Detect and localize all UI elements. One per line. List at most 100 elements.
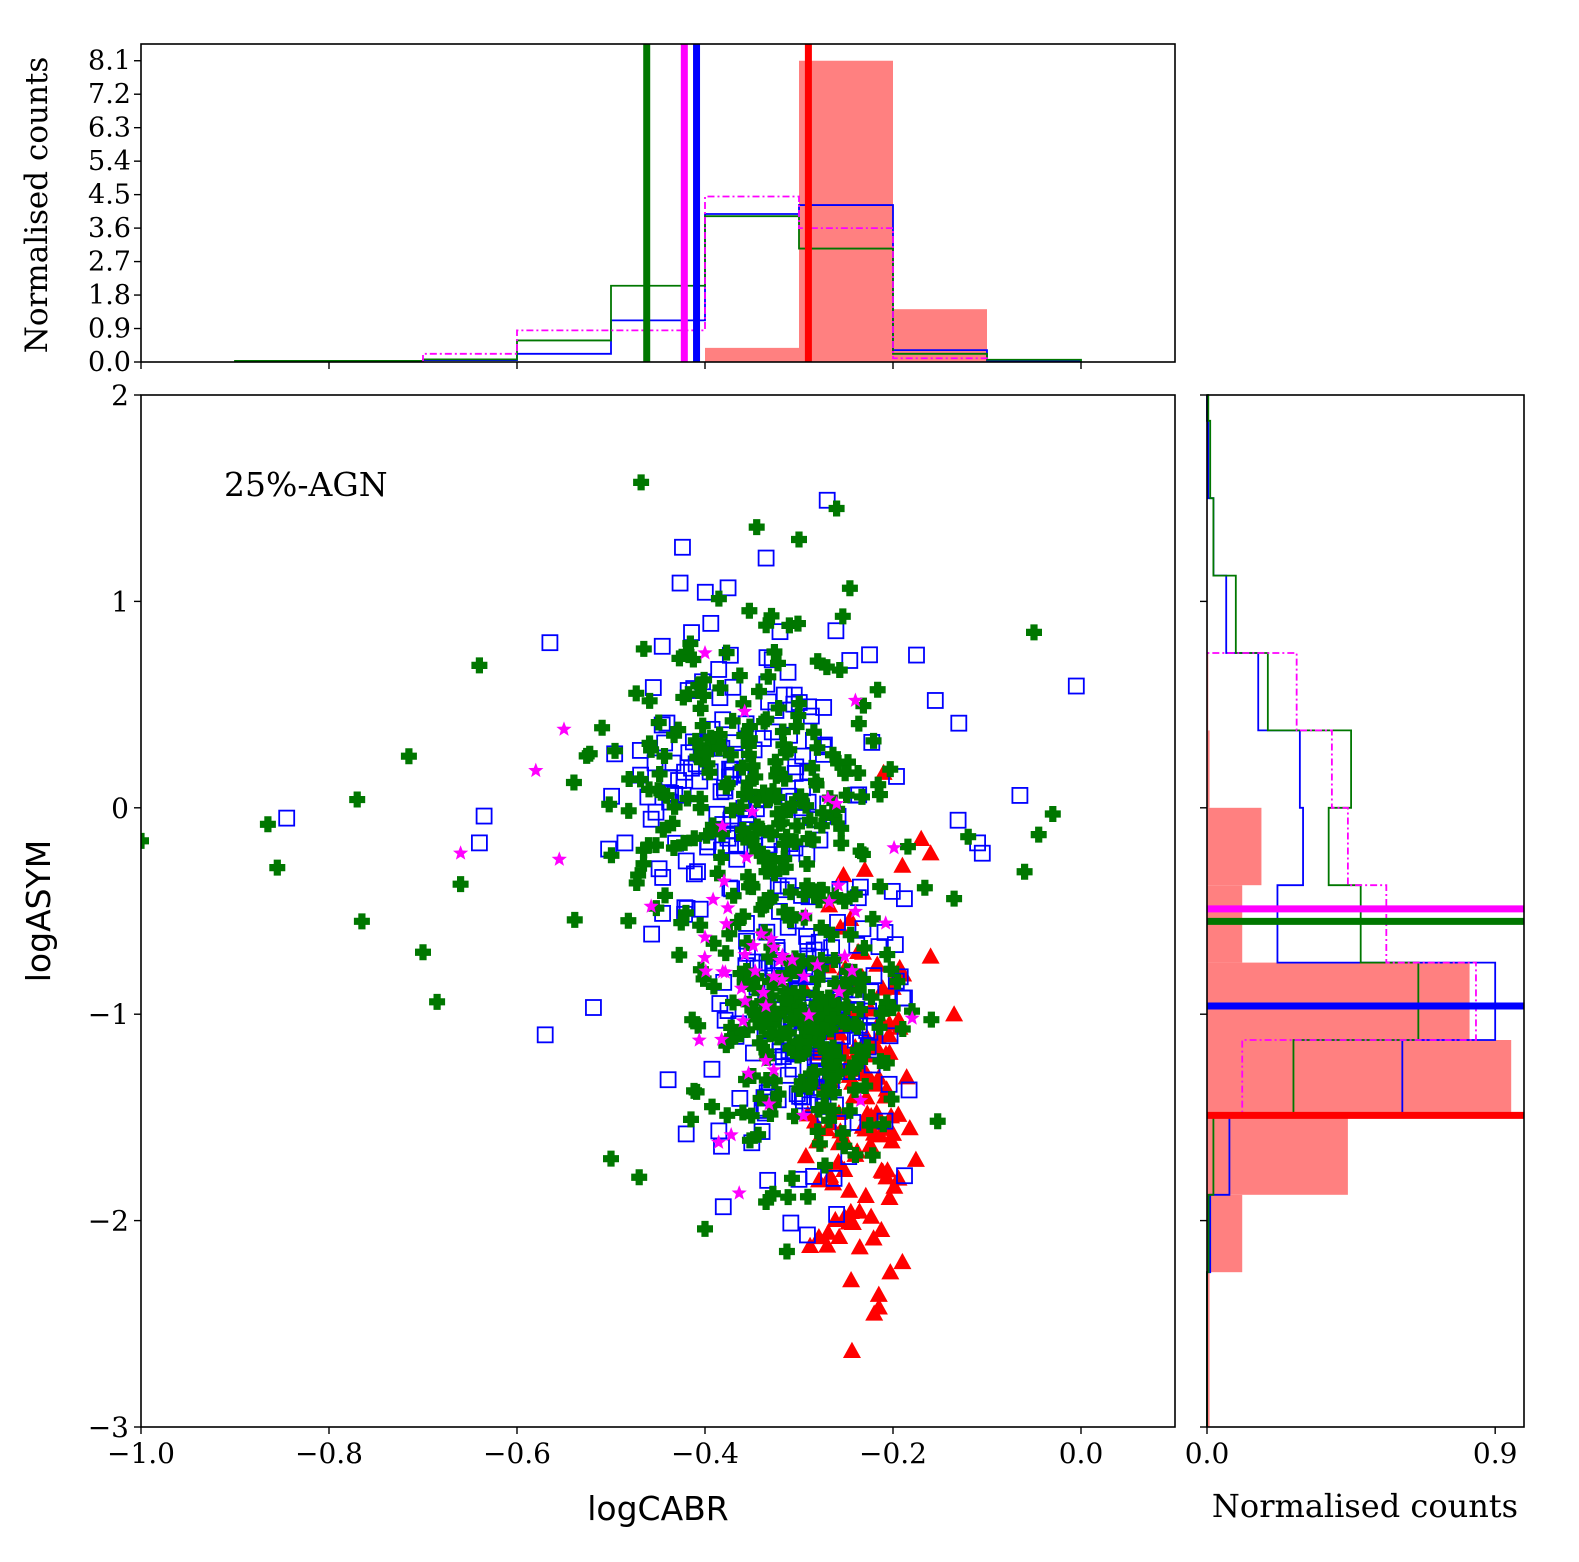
red-triangle-point xyxy=(900,1119,919,1136)
green-cross-point xyxy=(705,935,722,952)
green-cross-point xyxy=(709,865,726,882)
green-cross-point xyxy=(852,1001,869,1018)
green-cross-point xyxy=(808,986,825,1003)
magenta-star-point xyxy=(720,899,736,915)
green-cross-point xyxy=(799,856,816,873)
magenta-star-point xyxy=(697,949,713,965)
green-cross-point xyxy=(656,748,673,765)
magenta-star-point xyxy=(852,1092,869,1108)
green-cross-point xyxy=(817,1157,834,1174)
blue-square-point xyxy=(710,661,728,678)
green-cross-point xyxy=(789,817,806,834)
blue-square-point xyxy=(659,1071,677,1089)
red-triangle-point xyxy=(819,1223,838,1240)
green-cross-point xyxy=(744,757,761,774)
green-cross-point xyxy=(821,1047,838,1064)
top-ytick-label: 6.3 xyxy=(88,113,131,144)
green-cross-point xyxy=(839,754,856,771)
green-cross-point xyxy=(846,886,863,903)
green-cross-point xyxy=(749,791,766,808)
magenta-star-point xyxy=(737,993,753,1008)
blue-square-point xyxy=(759,1171,777,1189)
green-cross-point xyxy=(565,774,582,791)
green-cross-point xyxy=(415,944,431,961)
green-cross-point xyxy=(725,994,742,1011)
green-cross-point xyxy=(666,798,683,815)
green-cross-point xyxy=(816,1086,833,1103)
green-cross-point xyxy=(847,1015,864,1032)
green-cross-point xyxy=(758,863,775,880)
blue-square-point xyxy=(841,652,859,669)
right-hist-red-bar xyxy=(1207,1194,1243,1273)
blue-square-point xyxy=(949,811,967,829)
red-triangle-point xyxy=(880,1188,899,1205)
green-cross-point xyxy=(676,834,693,851)
green-cross-point xyxy=(752,820,769,837)
green-cross-point xyxy=(837,765,854,782)
blue-square-point xyxy=(650,860,668,878)
green-cross-point xyxy=(780,965,797,982)
green-cross-point xyxy=(713,849,730,866)
green-cross-point xyxy=(695,970,712,987)
red-triangle-point xyxy=(906,1150,925,1167)
green-cross-point xyxy=(814,1023,831,1040)
blue-square-point xyxy=(470,834,488,852)
red-triangle-point xyxy=(818,1236,837,1253)
scatter-ytick-label: 1 xyxy=(111,585,129,618)
blue-square-point xyxy=(782,1214,800,1232)
green-cross-point xyxy=(780,1189,797,1206)
green-cross-point xyxy=(699,755,716,772)
green-cross-point xyxy=(1030,826,1047,843)
scatter-xtick-label: −0.8 xyxy=(295,1437,363,1470)
blue-square-point xyxy=(799,1226,816,1244)
magenta-star-point xyxy=(744,803,760,819)
top-histogram-panel: 0.00.91.82.73.64.55.46.37.28.1 Normalise… xyxy=(19,43,1176,378)
green-cross-point xyxy=(734,822,751,839)
top-ytick-label: 4.5 xyxy=(88,180,131,211)
green-cross-point xyxy=(686,830,703,847)
scatter-ytick-label: 0 xyxy=(111,792,129,825)
blue-square-point xyxy=(616,834,634,852)
green-cross-point xyxy=(809,653,826,670)
green-cross-point xyxy=(850,981,867,998)
blue-square-point xyxy=(825,1169,843,1187)
green-cross-point xyxy=(802,1066,819,1083)
blue-square-point xyxy=(908,646,925,664)
green-cross-point xyxy=(765,1016,782,1033)
top-ytick-label: 8.1 xyxy=(88,46,131,77)
blue-square-point xyxy=(653,637,671,655)
magenta-star-point xyxy=(723,1126,739,1142)
magenta-star-point xyxy=(528,762,544,778)
top-ytick-label: 0.0 xyxy=(88,347,131,378)
green-cross-point xyxy=(353,913,370,930)
red-triangle-point xyxy=(807,1044,826,1061)
green-cross-point xyxy=(813,952,830,969)
green-cross-point xyxy=(834,608,851,625)
right-hist-red-bar xyxy=(1207,730,1210,808)
blue-square-point xyxy=(818,491,836,509)
right-histogram-panel: 0.0 0.9 Normalised counts xyxy=(1185,394,1525,1525)
green-cross-point xyxy=(865,732,882,749)
green-cross-point xyxy=(783,1170,800,1187)
green-cross-point xyxy=(854,971,871,988)
green-cross-point xyxy=(1026,624,1042,641)
green-cross-point xyxy=(744,1067,761,1084)
magenta-star-point xyxy=(831,983,847,999)
green-cross-point xyxy=(841,580,858,597)
green-cross-point xyxy=(800,1034,817,1051)
green-cross-point xyxy=(631,1169,648,1186)
green-cross-point xyxy=(856,939,873,956)
scatter-ytick-label: −2 xyxy=(88,1205,129,1238)
magenta-star-point xyxy=(733,980,750,995)
green-cross-point xyxy=(791,1081,808,1098)
right-hist-red-bar xyxy=(1207,1272,1210,1427)
magenta-star-point xyxy=(821,893,837,909)
green-cross-point xyxy=(813,817,830,834)
green-cross-point xyxy=(787,833,804,850)
magenta-star-point xyxy=(716,873,732,888)
green-cross-point xyxy=(740,775,757,792)
green-cross-point xyxy=(841,1102,858,1119)
green-cross-point xyxy=(718,778,735,795)
green-cross-point xyxy=(697,745,714,762)
